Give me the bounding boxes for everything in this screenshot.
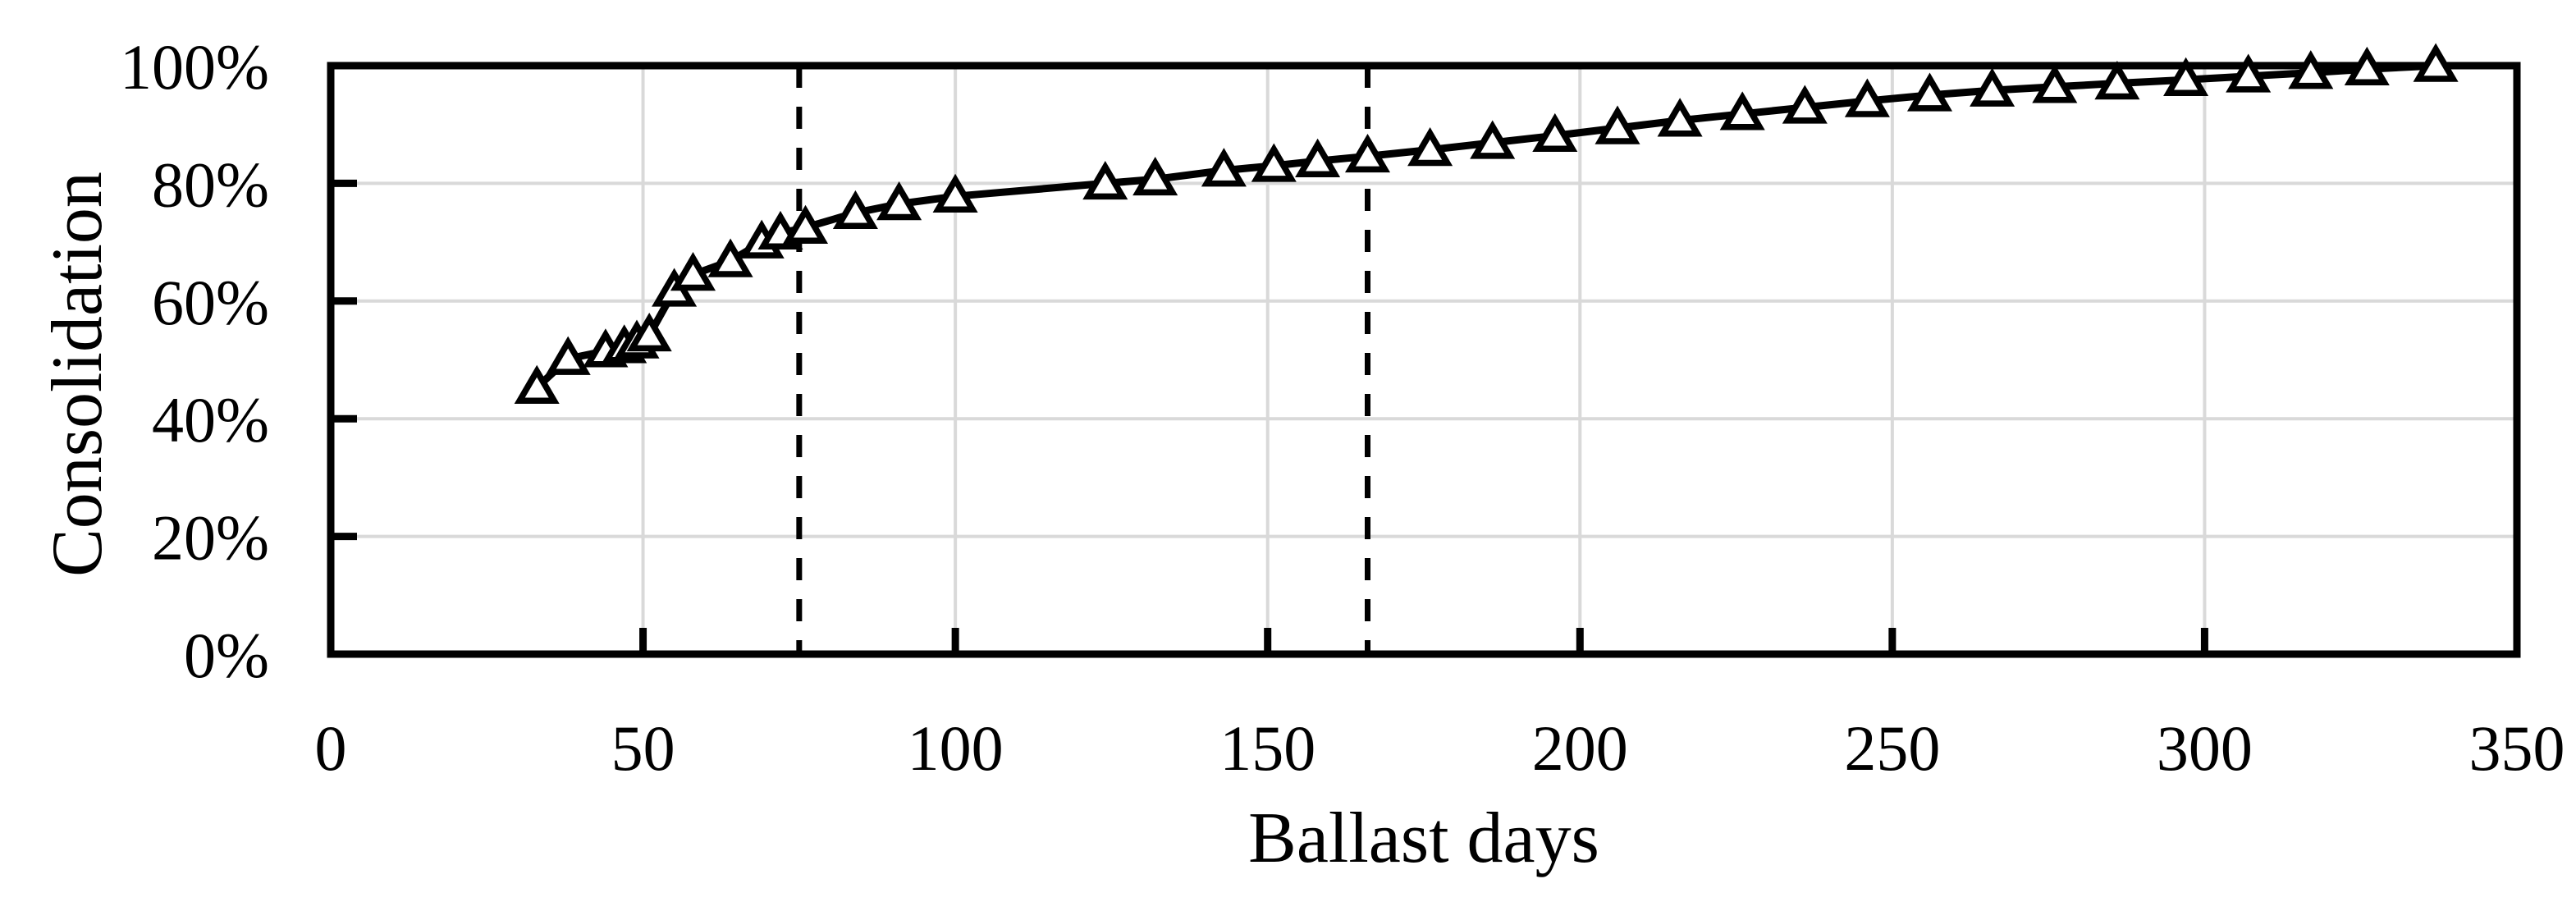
x-tick-label: 100 [908,712,1004,784]
triangle-marker [782,204,829,244]
triangle-marker [1082,160,1128,200]
x-tick-label: 200 [1532,712,1628,784]
triangle-marker [832,190,878,230]
triangle-marker [2413,43,2459,82]
triangle-marker [1407,127,1453,167]
triangle-marker [1344,133,1391,173]
y-tick-label: 60% [152,267,269,338]
triangle-marker [1970,67,2016,107]
triangle-marker [1782,85,1828,124]
x-tick-label: 300 [2157,712,2253,784]
x-axis-title: Ballast days [1248,799,1599,878]
y-tick-label: 100% [120,31,269,103]
x-tick-label: 250 [1844,712,1940,784]
triangle-marker [2226,53,2272,93]
triangle-marker [2344,46,2390,86]
y-tick-label: 0% [184,620,269,691]
plot-border [327,62,2521,658]
triangle-marker [1844,78,1890,117]
triangle-marker [545,336,591,375]
triangle-marker [514,364,560,404]
triangle-marker [1251,143,1297,182]
triangle-marker [1532,112,1578,153]
consolidation-curve [533,62,2440,391]
triangle-marker [932,173,978,213]
triangle-marker [2163,57,2209,96]
y-axis-title: Consolidation [38,172,117,577]
triangle-marker [1719,91,1765,130]
triangle-marker [2032,64,2078,103]
triangle-marker [1201,148,1247,187]
x-tick-label: 50 [611,712,675,784]
triangle-marker [1657,98,1703,137]
triangle-marker [2094,61,2140,100]
x-tick-label: 350 [2469,712,2565,784]
triangle-marker [1906,72,1953,112]
triangle-marker [626,312,672,352]
x-tick-label: 150 [1219,712,1315,784]
triangle-marker [2288,50,2334,89]
y-tick-label: 80% [152,149,269,220]
x-tick-label: 0 [315,712,347,784]
y-tick-label: 40% [152,384,269,456]
y-tick-label: 20% [152,502,269,574]
triangle-marker [670,252,716,291]
triangle-marker [876,181,922,221]
triangle-marker [1295,138,1341,177]
triangle-marker [1132,156,1178,196]
triangle-marker [707,238,753,277]
triangle-marker [1470,120,1516,159]
triangle-marker [1595,105,1640,144]
